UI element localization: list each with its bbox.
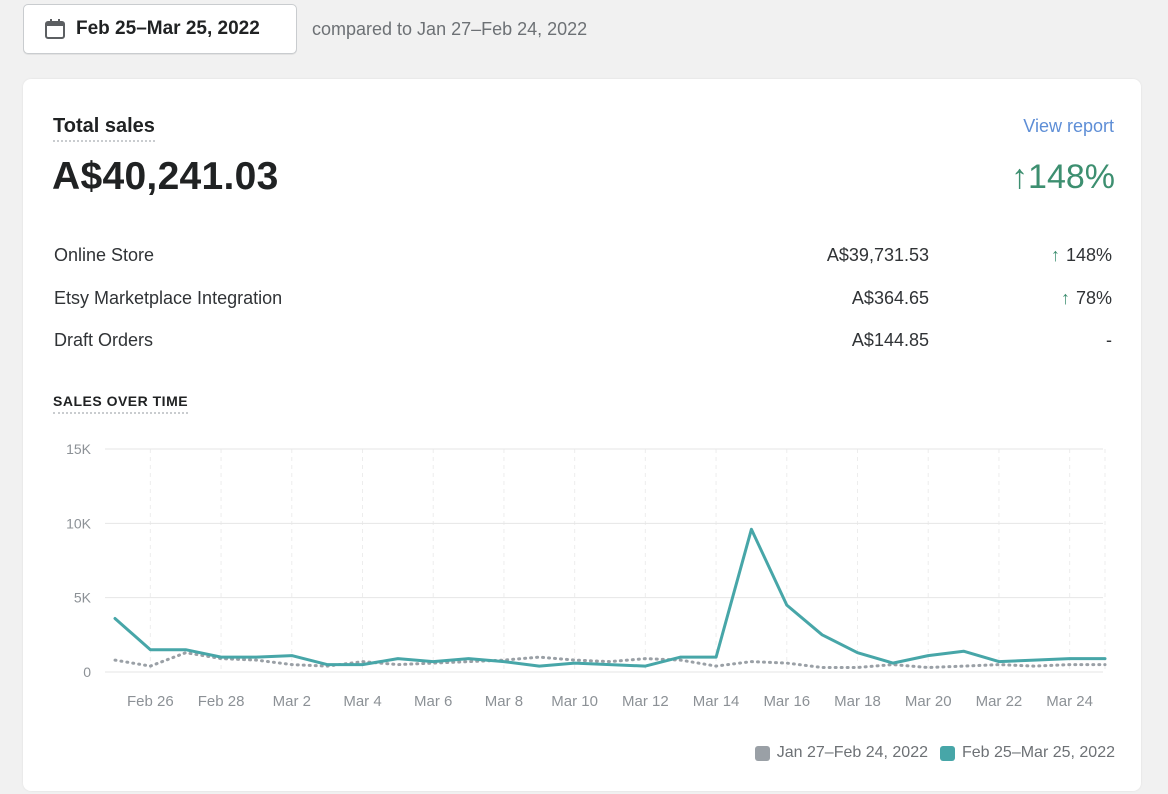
legend-label-previous: Jan 27–Feb 24, 2022 — [776, 744, 928, 761]
date-range-button[interactable]: Feb 25–Mar 25, 2022 — [23, 4, 297, 54]
x-tick-label: Mar 18 — [834, 693, 881, 710]
total-sales-card: Total sales View report A$40,241.03 ↑148… — [23, 79, 1141, 791]
x-tick-label: Feb 26 — [127, 693, 174, 710]
channel-change: - — [1106, 330, 1112, 351]
view-report-link[interactable]: View report — [1023, 116, 1114, 136]
x-tick-label: Mar 16 — [763, 693, 810, 710]
x-tick-label: Mar 10 — [551, 693, 598, 710]
date-range-label: Feb 25–Mar 25, 2022 — [76, 18, 260, 39]
x-tick-label: Mar 24 — [1046, 693, 1093, 710]
channel-row-etsy: Etsy Marketplace Integration A$364.65 ↑ 7… — [54, 288, 1114, 312]
legend-swatch-current — [940, 745, 955, 761]
channel-change-value: 148% — [1065, 245, 1112, 265]
legend-item-previous[interactable]: Jan 27–Feb 24, 2022 — [754, 744, 928, 762]
arrow-up-icon: ↑ — [1011, 158, 1029, 196]
x-tick-label: Mar 2 — [273, 693, 311, 710]
arrow-up-icon: ↑ — [1050, 245, 1060, 265]
y-tick-label: 15K — [66, 441, 92, 457]
sales-over-time-label: SALES OVER TIME — [53, 393, 189, 414]
total-sales-value: A$40,241.03 — [52, 155, 279, 198]
channel-row-draft-orders: Draft Orders A$144.85 - — [54, 330, 1114, 354]
comparison-text: compared to Jan 27–Feb 24, 2022 — [312, 19, 588, 39]
channel-name: Draft Orders — [54, 330, 154, 350]
y-tick-label: 10K — [66, 515, 92, 531]
total-sales-change: ↑148% — [1011, 158, 1115, 197]
y-tick-label: 5K — [74, 590, 92, 606]
channel-name: Etsy Marketplace Integration — [54, 288, 283, 308]
total-change-value: 148% — [1028, 158, 1115, 196]
x-tick-label: Mar 22 — [976, 693, 1023, 710]
x-tick-label: Mar 8 — [485, 693, 523, 710]
channel-change-value: - — [1106, 330, 1112, 350]
channel-row-online-store: Online Store A$39,731.53 ↑ 148% — [54, 245, 1114, 269]
legend-item-current[interactable]: Feb 25–Mar 25, 2022 — [940, 744, 1115, 762]
channel-change: ↑ 148% — [1051, 245, 1112, 266]
x-tick-label: Mar 12 — [622, 693, 669, 710]
series-line-current — [113, 527, 1107, 668]
channel-name: Online Store — [54, 245, 155, 265]
x-tick-label: Mar 14 — [693, 693, 740, 710]
arrow-up-icon: ↑ — [1060, 288, 1070, 308]
legend-label-current: Feb 25–Mar 25, 2022 — [962, 744, 1115, 761]
legend-swatch-previous — [754, 745, 770, 761]
x-tick-label: Feb 28 — [198, 693, 245, 710]
card-title: Total sales — [53, 115, 155, 142]
series-line-previous — [113, 651, 1107, 669]
channel-value: A$364.65 — [851, 288, 929, 308]
y-tick-label: 0 — [83, 664, 91, 680]
x-tick-label: Mar 4 — [343, 693, 381, 710]
chart-legend: Jan 27–Feb 24, 2022 Feb 25–Mar 25, 2022 — [743, 744, 1115, 762]
channel-value: A$144.85 — [851, 330, 929, 350]
sales-over-time-chart: 0 5K 10K 15K Feb 26 Feb 28 Mar 2 Mar 4 Mar 6 Mar … — [66, 441, 1107, 710]
calendar-icon — [45, 19, 65, 39]
channel-change-value: 78% — [1075, 288, 1112, 308]
channel-value: A$39,731.53 — [826, 245, 929, 265]
x-tick-label: Mar 20 — [905, 693, 952, 710]
x-tick-label: Mar 6 — [414, 693, 452, 710]
channel-change: ↑ 78% — [1061, 288, 1112, 309]
